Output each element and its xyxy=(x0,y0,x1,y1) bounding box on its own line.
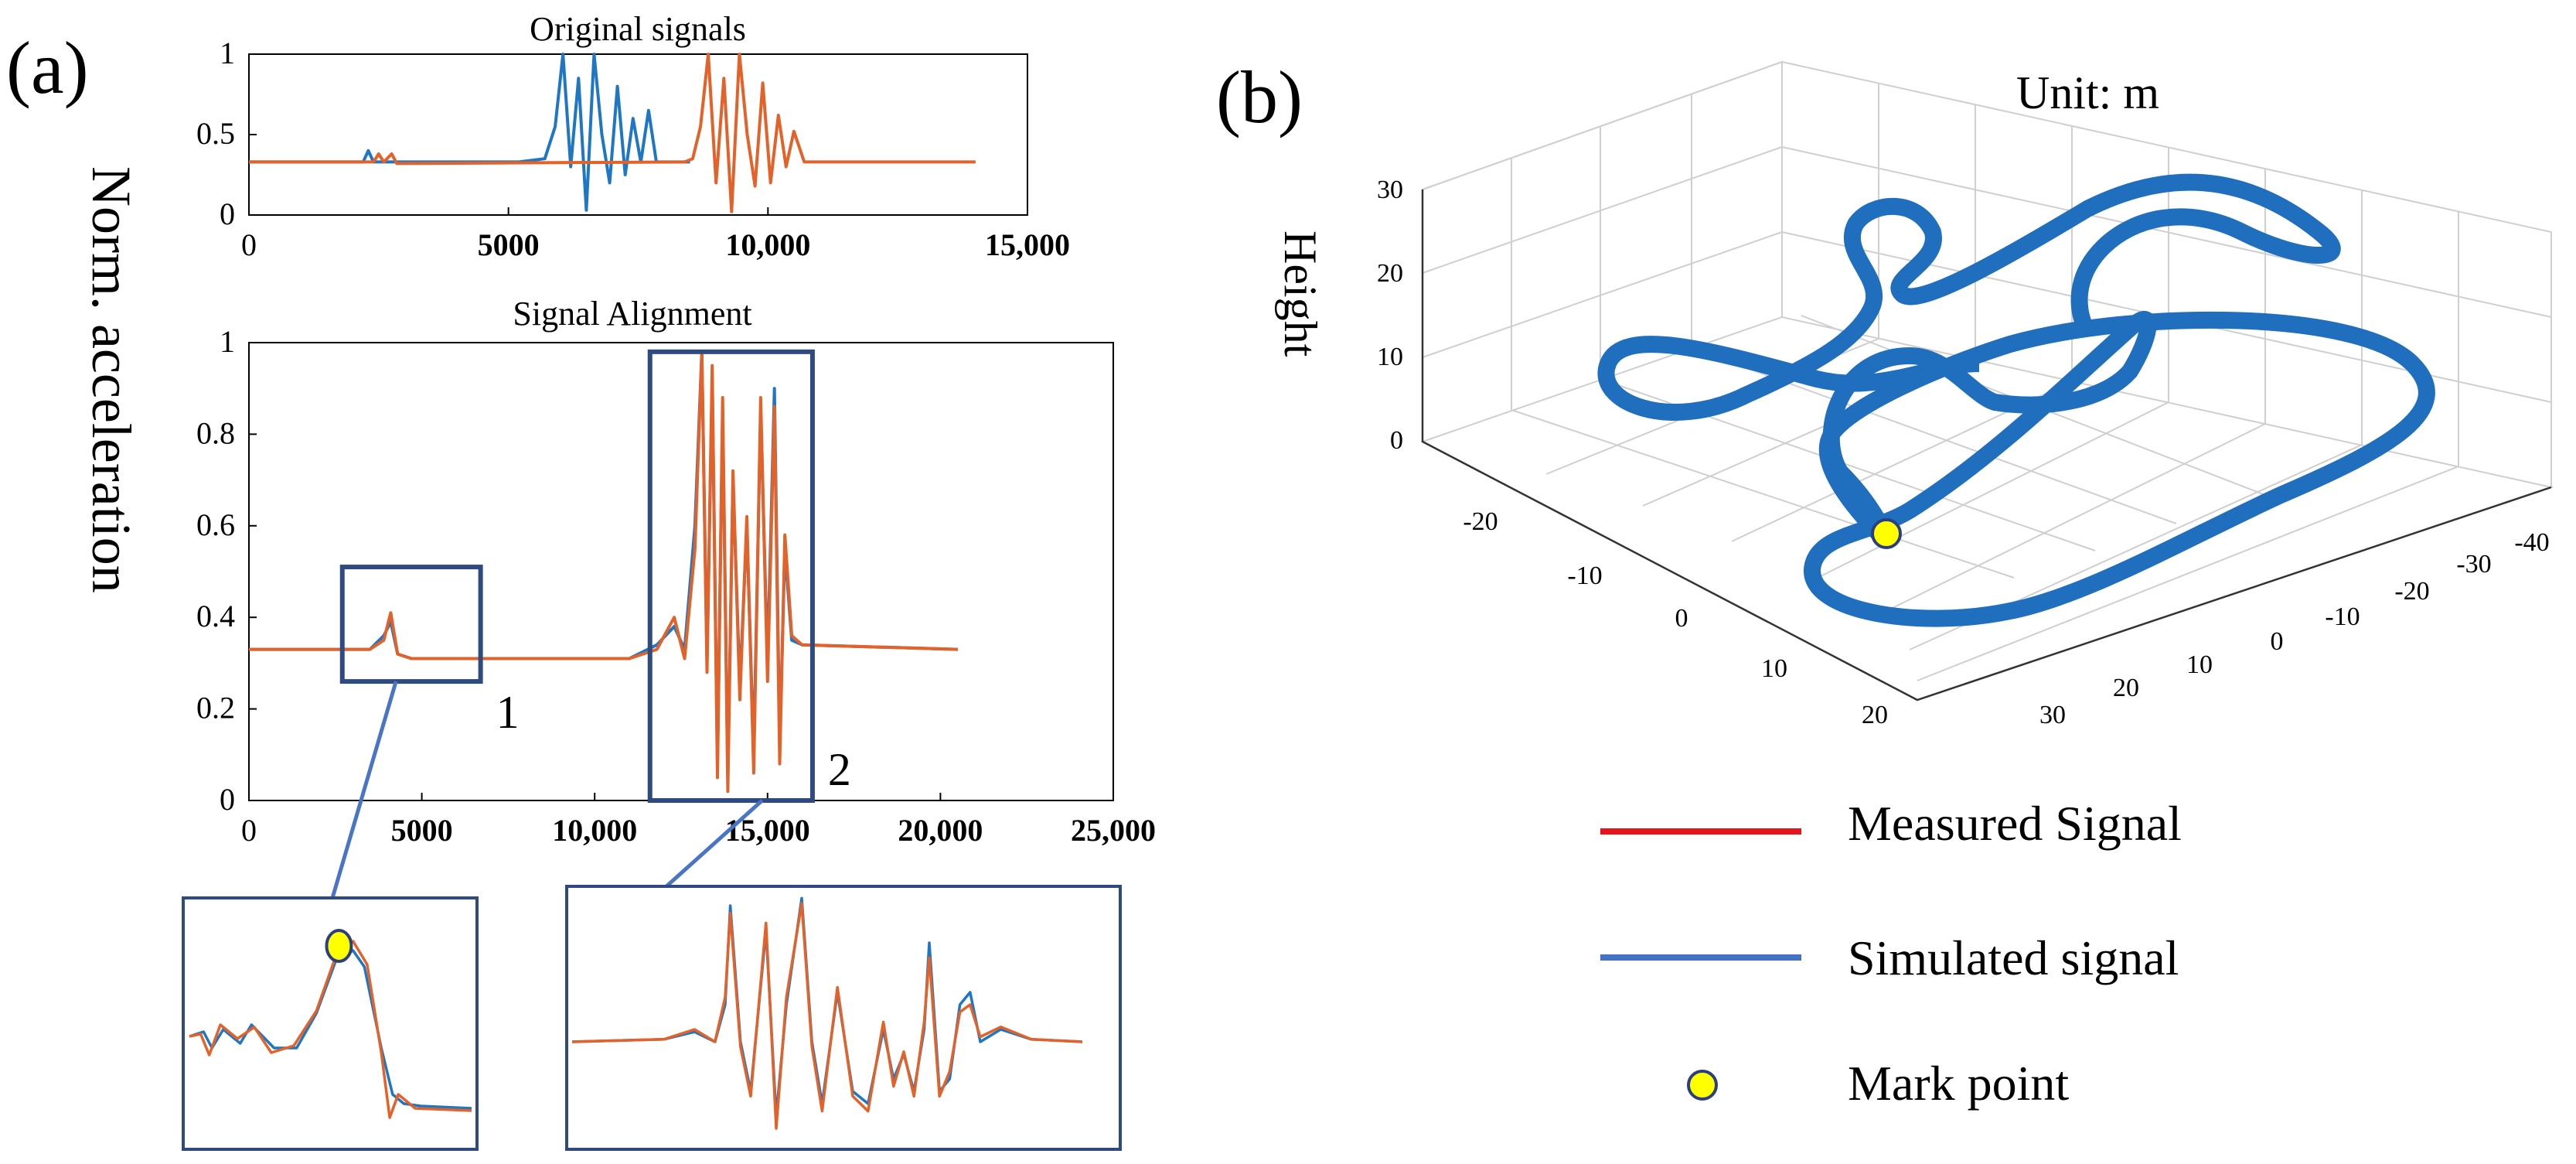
c1-ytick-label: 1 xyxy=(220,36,235,70)
chart2-frame xyxy=(248,342,1114,801)
zoom-box-1 xyxy=(339,565,483,684)
inset-zoom-2 xyxy=(565,885,1122,1151)
zoom-box-label-1: 1 xyxy=(496,687,520,738)
zoom-connector-1 xyxy=(330,681,398,899)
x3d-tick-label: 10 xyxy=(1761,654,1787,683)
y3d-tick-label: 20 xyxy=(2113,674,2139,702)
inset2-frame xyxy=(565,885,1122,1151)
track-path-upper-loop xyxy=(1597,173,2341,421)
c1-xtick-label: 5000 xyxy=(478,227,540,262)
z-tick-label: 10 xyxy=(1377,343,1403,371)
legend-mark-point-icon xyxy=(1687,1070,1718,1101)
zoom-box-2 xyxy=(647,349,815,803)
z-tick-label: 30 xyxy=(1377,176,1403,204)
x3d-tick-label: 0 xyxy=(1675,604,1688,633)
x3d-tick-label: -10 xyxy=(1567,562,1602,590)
legend: Measured Signal Simulated signal Mark po… xyxy=(1600,796,2182,1111)
height-axis-label: Height xyxy=(1275,230,1326,357)
chart1-title: Original signals xyxy=(530,10,746,48)
inset1-series-mark-point xyxy=(325,929,353,963)
c1-xtick-label: 15,000 xyxy=(985,227,1070,262)
c2-ytick-label: 0.4 xyxy=(196,599,235,633)
legend-mark-point-label: Mark point xyxy=(1848,1056,2069,1111)
zoom-connector-2 xyxy=(665,799,764,888)
c1-ytick-label: 0 xyxy=(220,196,235,231)
c2-xtick-label: 15,000 xyxy=(725,813,810,848)
c2-ytick-label: 1 xyxy=(220,324,235,359)
chart-original-signals: Original signals 0 0.5 1 0 5000 10,000 15,000 xyxy=(196,10,1070,262)
inset2-series-series-line-1 xyxy=(571,902,1083,1130)
c1-ytick-label: 0.5 xyxy=(196,116,235,151)
x3d-tick-label: -20 xyxy=(1463,507,1498,536)
chart-signal-alignment: Signal Alignment 0 0.2 0.4 0.6 0.8 1 0 5000 10,… xyxy=(196,295,1156,848)
c1-xtick-label: 0 xyxy=(241,227,257,262)
c2-xtick-label: 0 xyxy=(241,813,257,848)
zoom-box-label-2: 2 xyxy=(828,744,851,795)
y3d-tick-label: -30 xyxy=(2456,550,2491,579)
panel-b-label: (b) xyxy=(1216,56,1303,138)
track-path-simulated xyxy=(1804,311,2435,627)
c2-ytick-label: 0.2 xyxy=(196,691,235,725)
track-3d-axes: 30 20 10 0 -20 -10 0 10 20 -40 -30 -20 -10 0 10 20 30 xyxy=(1377,60,2554,729)
z-tick-label: 0 xyxy=(1390,426,1403,455)
inset-zoom-1 xyxy=(182,896,479,1151)
zoom-connectors xyxy=(330,681,764,899)
y3d-tick-label: 0 xyxy=(2271,627,2284,656)
legend-measured-label: Measured Signal xyxy=(1848,796,2182,851)
inset1-series-series-line-1 xyxy=(189,940,472,1119)
unit-label: Unit: m xyxy=(2016,67,2159,118)
track-mark-point xyxy=(1871,518,1902,549)
y3d-tick-label: -40 xyxy=(2514,528,2549,557)
c2-xtick-label: 5000 xyxy=(391,813,453,848)
c2-ytick-label: 0 xyxy=(220,782,235,817)
x3d-tick-label: 20 xyxy=(1862,701,1888,729)
c1-series-line-1 xyxy=(249,53,976,213)
z-tick-label: 20 xyxy=(1377,259,1403,288)
c2-ytick-label: 0.8 xyxy=(196,415,235,450)
y3d-tick-label: 10 xyxy=(2186,650,2213,679)
panel-a-ylabel: Norm. acceleration xyxy=(80,166,142,593)
c2-xtick-label: 20,000 xyxy=(898,813,983,848)
y3d-tick-label: -10 xyxy=(2325,602,2360,631)
chart1-frame xyxy=(248,53,1028,216)
y3d-tick-label: 30 xyxy=(2039,701,2066,729)
legend-simulated-label: Simulated signal xyxy=(1848,930,2179,985)
c1-xtick-label: 10,000 xyxy=(725,227,810,262)
panel-a-label: (a) xyxy=(6,26,89,109)
c2-series-line-1 xyxy=(249,350,958,794)
c2-xtick-label: 10,000 xyxy=(552,813,637,848)
c2-ytick-label: 0.6 xyxy=(196,507,235,542)
y3d-tick-label: -20 xyxy=(2394,577,2429,606)
c2-xtick-label: 25,000 xyxy=(1071,813,1156,848)
chart2-title: Signal Alignment xyxy=(513,295,751,333)
